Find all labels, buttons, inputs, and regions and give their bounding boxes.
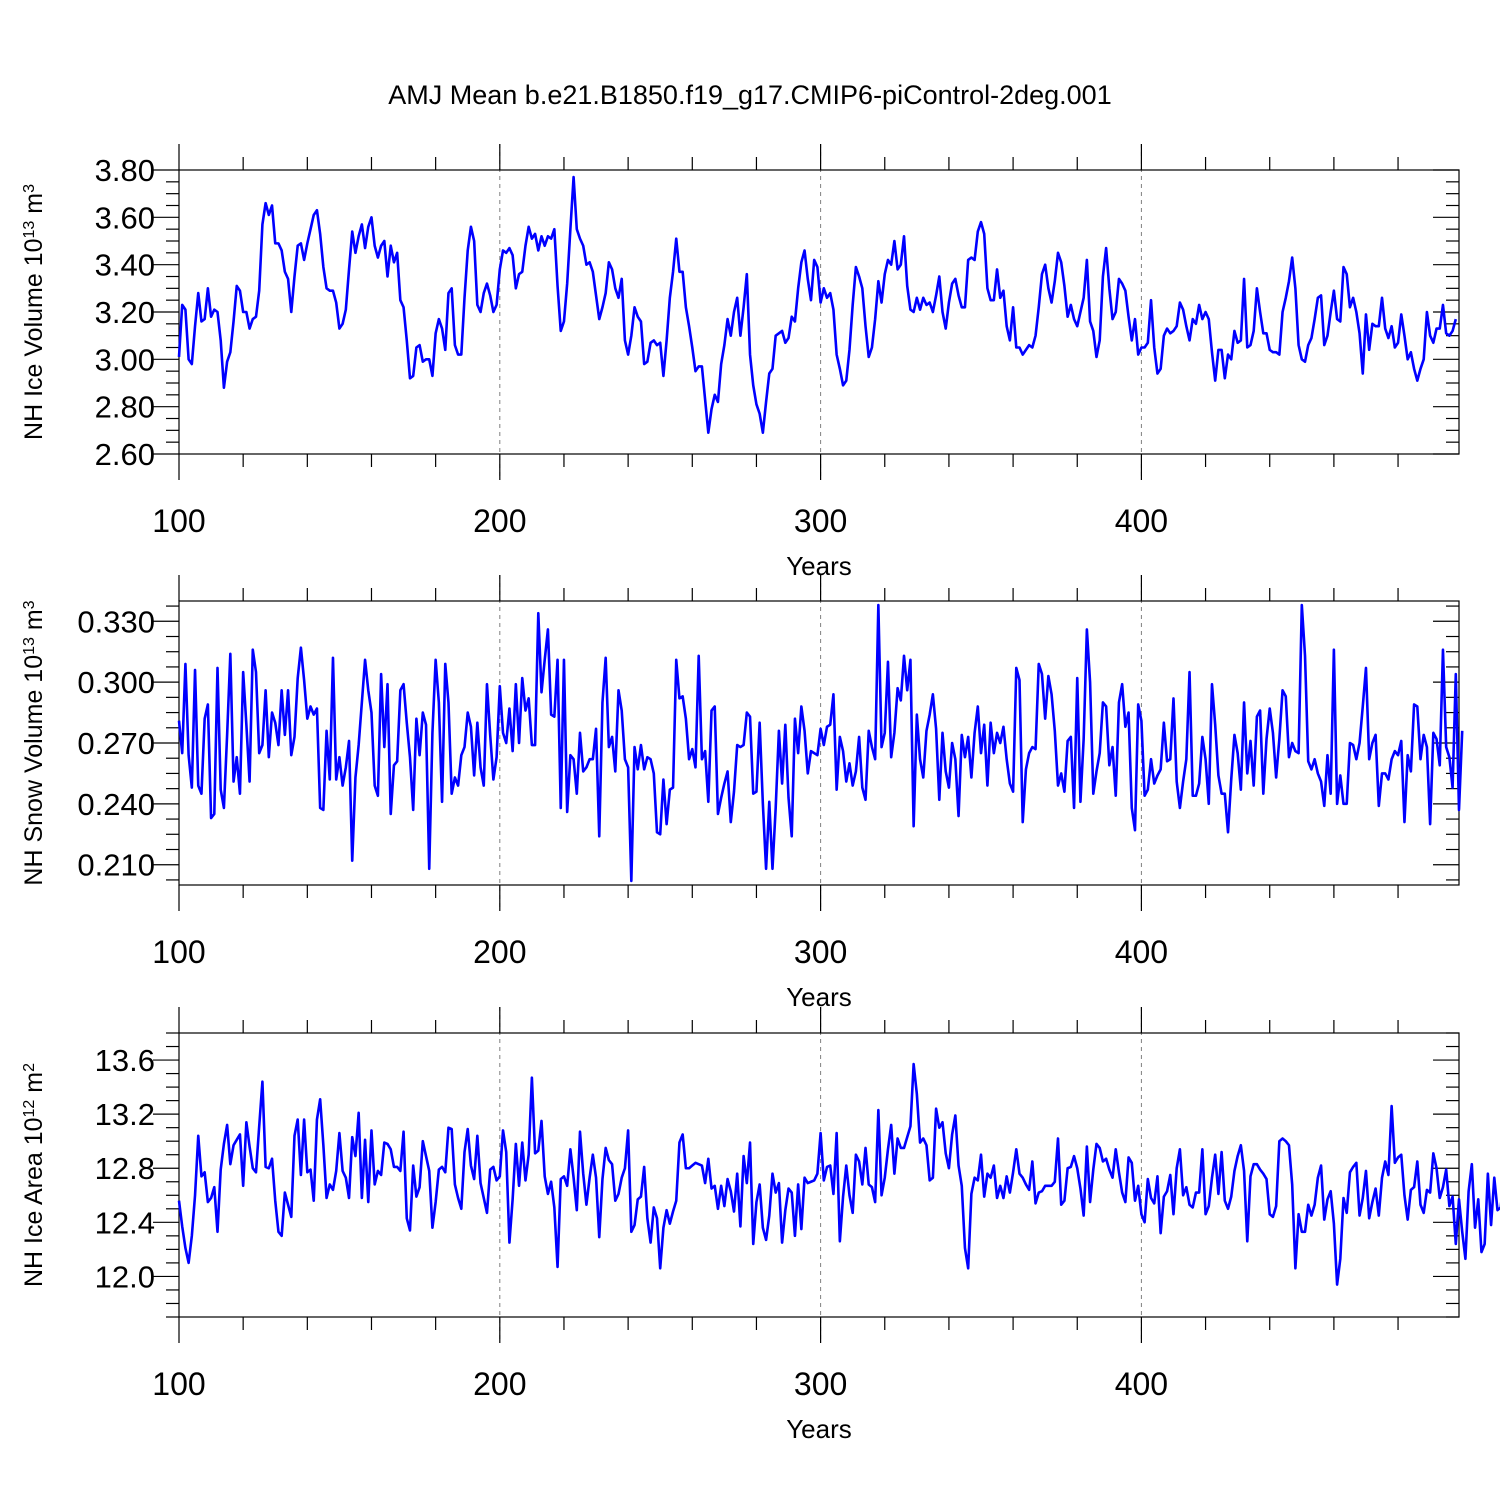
y-tick-label: 13.6 <box>95 1043 155 1078</box>
x-axis-label: Years <box>786 982 852 1012</box>
y-tick-label: 12.4 <box>95 1205 155 1240</box>
y-tick-label: 3.60 <box>95 200 155 235</box>
y-tick-label: 3.00 <box>95 342 155 377</box>
plot-frame <box>178 169 1460 455</box>
series-line <box>177 175 1458 435</box>
y-tick-label: 0.240 <box>77 787 155 822</box>
y-tick-label: 12.0 <box>95 1259 155 1294</box>
x-tick-label: 400 <box>1115 503 1168 539</box>
x-tick-label: 400 <box>1115 934 1168 970</box>
y-tick-label: 12.8 <box>95 1151 155 1186</box>
y-axis-label: NH Ice Volume 1013 m3 <box>20 184 48 440</box>
x-tick-label: 300 <box>794 503 847 539</box>
y-tick-label: 3.80 <box>95 153 155 188</box>
x-tick-label: 200 <box>473 1366 526 1402</box>
y-axis-label: NH Snow Volume 1013 m3 <box>20 600 48 885</box>
series-line <box>177 603 1464 883</box>
y-tick-label: 2.60 <box>95 437 155 472</box>
y-tick-label: 3.40 <box>95 248 155 283</box>
y-tick-label: 0.330 <box>77 604 155 639</box>
x-tick-label: 100 <box>152 934 205 970</box>
x-tick-label: 100 <box>152 503 205 539</box>
x-tick-label: 400 <box>1115 1366 1168 1402</box>
panel-ice-volume: 100 200 300 400 2.60 2.80 3.00 3.20 3.40 3.60 3.80… <box>20 144 1460 581</box>
x-tick-label: 200 <box>473 503 526 539</box>
x-tick-label: 300 <box>794 1366 847 1402</box>
panel-ice-area: 100 200 300 400 12.0 12.4 12.8 13.2 13.6 Years NH … <box>20 1007 1500 1444</box>
x-tick-label: 100 <box>152 1366 205 1402</box>
y-tick-label: 0.300 <box>77 665 155 700</box>
series-line <box>177 1062 1500 1286</box>
y-tick-label: 2.80 <box>95 390 155 425</box>
y-tick-label: 0.270 <box>77 726 155 761</box>
x-tick-label: 300 <box>794 934 847 970</box>
x-tick-label: 200 <box>473 934 526 970</box>
x-axis-label: Years <box>786 551 852 581</box>
y-axis-label: NH Ice Area 1012 m2 <box>20 1063 48 1287</box>
y-tick-label: 0.210 <box>77 848 155 883</box>
x-axis-label: Years <box>786 1414 852 1444</box>
y-tick-label: 13.2 <box>95 1097 155 1132</box>
figure-title: AMJ Mean b.e21.B1850.f19_g17.CMIP6-piCon… <box>388 80 1112 110</box>
panel-snow-volume: 100 200 300 400 0.210 0.240 0.270 0.300 0.330 Yea… <box>20 575 1464 1012</box>
plot-frame <box>178 1032 1460 1318</box>
y-tick-label: 3.20 <box>95 295 155 330</box>
